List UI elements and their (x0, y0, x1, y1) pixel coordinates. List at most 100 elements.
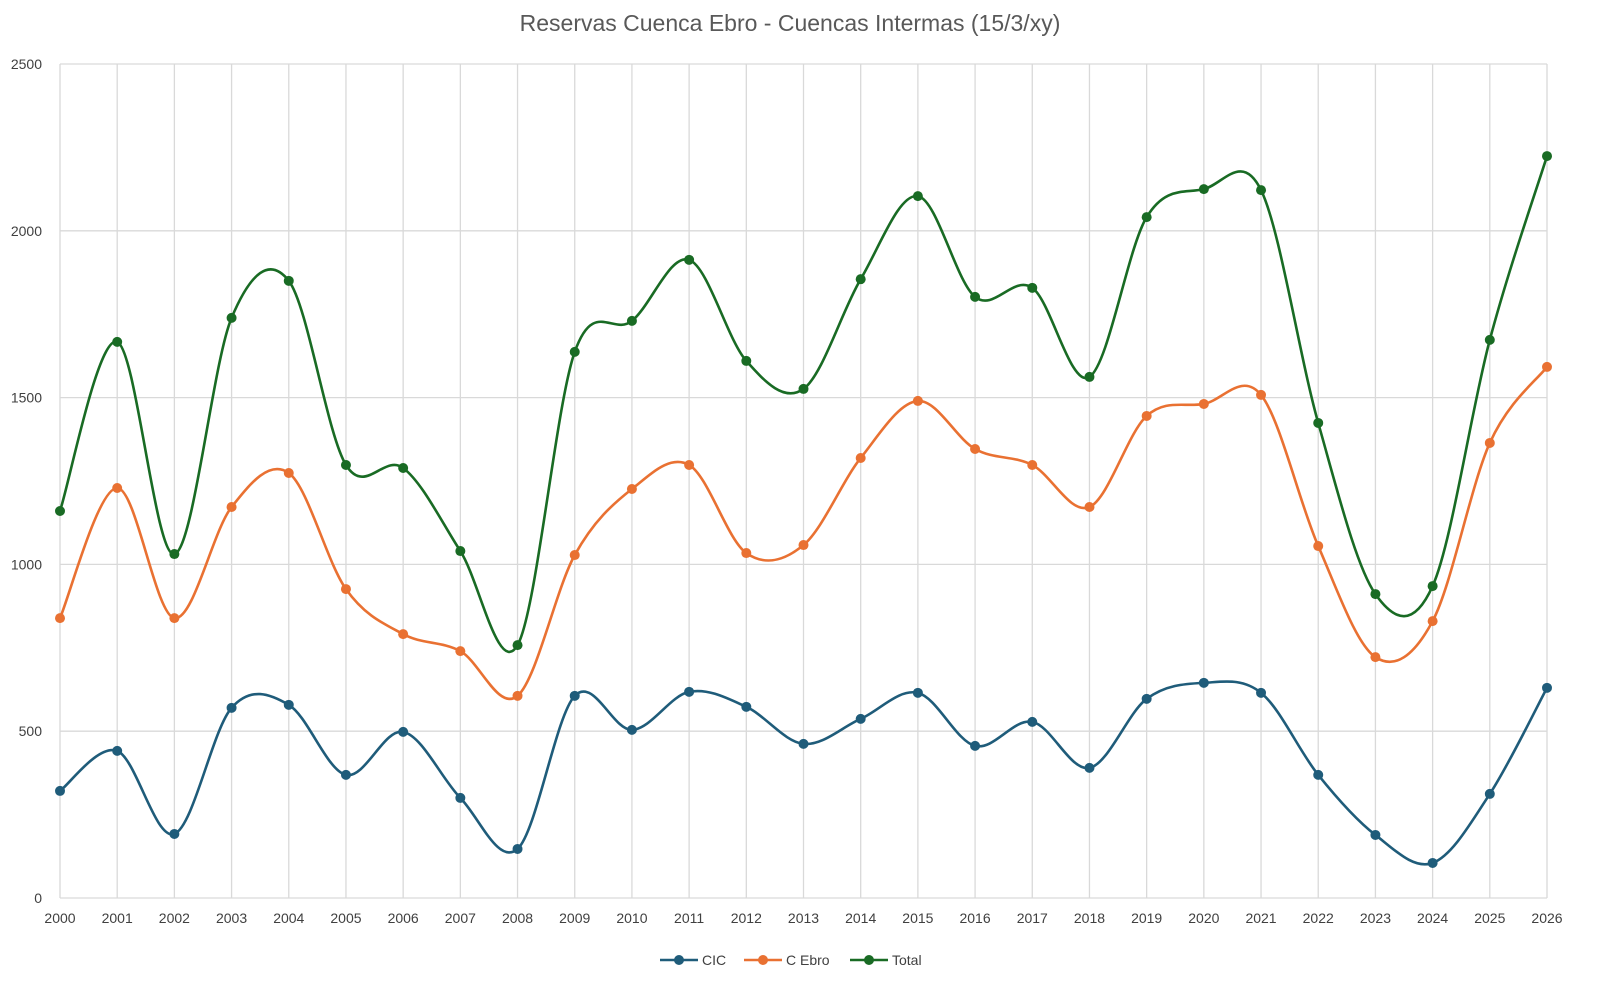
data-point (226, 312, 237, 323)
data-point (398, 726, 409, 737)
data-point (1542, 151, 1552, 162)
x-tick-label: 2015 (902, 910, 933, 926)
x-tick-label: 2010 (616, 910, 647, 926)
x-tick-label: 2008 (502, 910, 533, 926)
x-axis-ticks: 2000 2001 2002 2003 2004 2005 2006 2007 2008 2009… (44, 910, 1562, 926)
x-tick-label: 2016 (959, 910, 990, 926)
data-point (798, 738, 809, 749)
data-point (1370, 652, 1381, 663)
data-point (1313, 417, 1324, 428)
data-point (169, 549, 180, 560)
data-point (455, 546, 466, 557)
data-point (855, 274, 866, 285)
data-point (626, 484, 637, 495)
data-point (1084, 371, 1095, 382)
data-point (741, 701, 752, 712)
data-point (512, 640, 523, 651)
x-tick-label: 2020 (1188, 910, 1219, 926)
data-point (512, 690, 523, 701)
data-point (798, 540, 809, 551)
x-tick-label: 2024 (1417, 910, 1448, 926)
data-point (684, 686, 695, 697)
data-point (798, 383, 809, 394)
x-tick-label: 2005 (330, 910, 361, 926)
data-point (1542, 361, 1552, 372)
legend-label: C Ebro (786, 952, 830, 968)
data-point (1427, 616, 1438, 627)
data-point (1084, 762, 1095, 773)
data-point (283, 275, 294, 286)
data-point (112, 483, 123, 494)
y-tick-label: 2500 (11, 56, 42, 72)
data-point (112, 745, 123, 756)
data-point (1256, 687, 1267, 698)
legend: CIC C Ebro Total (660, 952, 922, 968)
y-tick-label: 0 (34, 890, 42, 906)
legend-item: CIC (660, 952, 726, 968)
data-point (569, 346, 580, 357)
data-point (1484, 788, 1495, 799)
data-point (226, 502, 237, 513)
data-point (1427, 857, 1438, 868)
data-point (1313, 769, 1324, 780)
data-point (283, 467, 294, 478)
data-point (340, 769, 351, 780)
data-point (912, 687, 923, 698)
x-tick-label: 2018 (1074, 910, 1105, 926)
data-point (741, 548, 752, 559)
x-tick-label: 2012 (731, 910, 762, 926)
data-point (1256, 389, 1267, 400)
gridlines (59, 63, 1548, 899)
data-point (398, 462, 409, 473)
series-cic (55, 677, 1552, 868)
x-tick-label: 2009 (559, 910, 590, 926)
data-point (1427, 581, 1438, 592)
data-point (569, 690, 580, 701)
data-point (283, 699, 294, 710)
data-point (1027, 459, 1038, 470)
x-tick-label: 2025 (1474, 910, 1505, 926)
data-point (1313, 541, 1324, 552)
data-point (1027, 282, 1038, 293)
data-point (1198, 677, 1209, 688)
data-point (1141, 693, 1152, 704)
data-point (1141, 212, 1152, 223)
data-point (1370, 829, 1381, 840)
x-tick-label: 2022 (1303, 910, 1334, 926)
data-point (970, 740, 981, 751)
x-tick-label: 2003 (216, 910, 247, 926)
x-tick-label: 2013 (788, 910, 819, 926)
data-point (1198, 398, 1209, 409)
data-point (455, 646, 466, 657)
series-total (55, 151, 1552, 654)
data-point (912, 395, 923, 406)
data-point (1484, 437, 1495, 448)
data-point (340, 459, 351, 470)
data-point (1027, 716, 1038, 727)
legend-item: C Ebro (744, 952, 830, 968)
x-tick-label: 2023 (1360, 910, 1391, 926)
x-tick-label: 2004 (273, 910, 304, 926)
x-tick-label: 2014 (845, 910, 876, 926)
data-point (569, 550, 580, 561)
x-tick-label: 2002 (159, 910, 190, 926)
data-point (398, 629, 409, 640)
data-point (512, 843, 523, 854)
data-point (684, 254, 695, 265)
data-point (55, 785, 65, 796)
series-c-ebro (55, 361, 1552, 701)
data-point (169, 613, 180, 624)
x-tick-label: 2000 (44, 910, 75, 926)
legend-item: Total (850, 952, 922, 968)
legend-marker (864, 955, 874, 965)
data-point (684, 459, 695, 470)
data-point (741, 355, 752, 366)
x-tick-label: 2011 (674, 910, 704, 926)
data-point (855, 452, 866, 463)
data-point (55, 613, 65, 624)
y-tick-label: 500 (19, 723, 43, 739)
data-point (626, 315, 637, 326)
data-point (626, 724, 637, 735)
data-point (1084, 502, 1095, 513)
